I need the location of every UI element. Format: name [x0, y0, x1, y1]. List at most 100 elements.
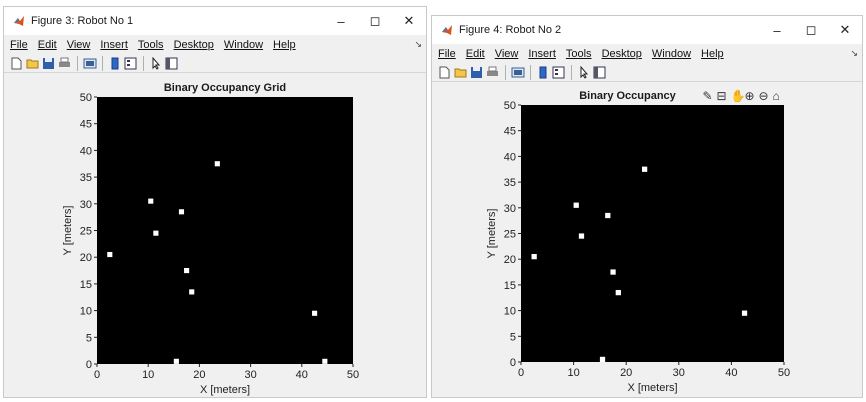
minimize-icon[interactable]: – — [773, 22, 781, 38]
link-plot-icon[interactable] — [82, 56, 97, 71]
maximize-icon[interactable]: ◻ — [369, 13, 381, 28]
x-axis-label: X [meters] — [627, 382, 677, 394]
x-tick-label: 10 — [142, 369, 154, 381]
title-bar[interactable]: Figure 4: Robot No 2 – ◻ ✕ — [432, 16, 862, 44]
menu-file[interactable]: File — [438, 47, 456, 60]
figure-4-plot[interactable]: 0 10 20 30 40 50 0 5 10 15 20 25 30 35 40 45 50 Binary Oc… — [432, 16, 863, 398]
occupied-cell — [615, 289, 621, 296]
new-figure-icon[interactable] — [437, 65, 452, 80]
occupied-cell — [322, 358, 328, 364]
menu-tools[interactable]: Tools — [137, 38, 164, 51]
y-tick-label: 5 — [86, 332, 92, 344]
open-file-icon[interactable] — [25, 56, 40, 71]
x-tick-label: 50 — [778, 367, 790, 379]
occupied-cell — [312, 310, 318, 316]
x-tick-label: 0 — [518, 367, 524, 379]
edit-plot-icon[interactable] — [148, 56, 163, 71]
occupied-cell — [610, 269, 616, 275]
occupied-cell — [531, 254, 537, 260]
x-tick-label: 0 — [94, 369, 100, 381]
brush-icon[interactable]: ✎ — [703, 89, 713, 103]
insert-legend-icon[interactable] — [123, 56, 138, 71]
menu-view[interactable]: View — [66, 38, 91, 51]
data-tips-icon[interactable]: ⊟ — [717, 89, 727, 103]
x-tick-label: 30 — [244, 369, 256, 381]
menu-tools[interactable]: Tools — [565, 47, 592, 60]
x-tick-label: 20 — [620, 367, 632, 379]
occupied-cell — [184, 267, 190, 274]
edit-plot-icon[interactable] — [576, 65, 591, 80]
plot-area[interactable] — [521, 105, 784, 362]
y-tick-label: 45 — [504, 126, 516, 138]
save-icon[interactable] — [41, 56, 56, 71]
menu-insert[interactable]: Insert — [528, 47, 556, 60]
close-icon[interactable]: ✕ — [403, 13, 415, 28]
y-tick-label: 10 — [504, 306, 516, 318]
dock-arrow-icon[interactable]: ↘ — [850, 48, 858, 58]
menu-edit[interactable]: Edit — [37, 38, 57, 51]
minimize-icon[interactable]: – — [337, 13, 345, 29]
matlab-logo-icon — [14, 16, 24, 26]
menu-window[interactable]: Window — [651, 47, 692, 60]
occupied-cell — [189, 289, 195, 295]
zoom-out-icon[interactable]: ⊖ — [759, 89, 769, 103]
y-tick-label: 30 — [504, 203, 516, 215]
y-tick-label: 35 — [504, 177, 516, 189]
y-tick-label: 35 — [80, 172, 92, 184]
figure-window-robot-1: Figure 3: Robot No 1 – ◻ ✕ File Edit Vie… — [3, 6, 427, 398]
insert-colorbar-icon[interactable] — [535, 65, 550, 80]
toolbar-separator — [143, 55, 144, 71]
title-bar[interactable]: Figure 3: Robot No 1 – ◻ ✕ — [4, 7, 426, 35]
occupied-cell — [605, 212, 611, 219]
print-icon[interactable] — [485, 65, 500, 80]
toolbar-separator — [530, 64, 531, 80]
y-tick-label: 15 — [80, 279, 92, 291]
menu-view[interactable]: View — [494, 47, 519, 60]
window-title: Figure 4: Robot No 2 — [459, 24, 562, 36]
toolbar-separator — [102, 55, 103, 71]
insert-legend-icon[interactable] — [551, 65, 566, 80]
y-tick-label: 45 — [80, 119, 92, 131]
window-title: Figure 3: Robot No 1 — [31, 15, 134, 27]
menu-insert[interactable]: Insert — [100, 38, 128, 51]
menu-help[interactable]: Help — [701, 47, 724, 60]
print-icon[interactable] — [57, 56, 72, 71]
y-tick-label: 0 — [86, 359, 92, 371]
menu-desktop[interactable]: Desktop — [601, 47, 642, 60]
restore-view-icon[interactable]: ⌂ — [773, 89, 780, 103]
menu-file[interactable]: File — [10, 38, 28, 51]
toolbar-separator — [505, 64, 506, 80]
y-tick-label: 50 — [504, 100, 516, 112]
menu-help[interactable]: Help — [273, 38, 296, 51]
plot-area[interactable] — [97, 97, 353, 364]
occupied-cell — [178, 209, 185, 215]
occupied-cell — [107, 251, 113, 258]
y-axis-label: Y [meters] — [62, 206, 74, 256]
occupied-cell — [741, 310, 748, 316]
property-inspector-icon[interactable] — [164, 56, 179, 71]
new-figure-icon[interactable] — [9, 56, 24, 71]
dock-arrow-icon[interactable]: ↘ — [414, 39, 422, 49]
property-inspector-icon[interactable] — [592, 65, 607, 80]
occupied-cell — [599, 356, 606, 363]
zoom-in-icon[interactable]: ⊕ — [745, 89, 755, 103]
menu-desktop[interactable]: Desktop — [173, 38, 214, 51]
occupied-cell — [573, 202, 579, 208]
menu-window[interactable]: Window — [223, 38, 264, 51]
close-icon[interactable]: ✕ — [839, 22, 851, 37]
link-plot-icon[interactable] — [510, 65, 525, 80]
menu-bar: File Edit View Insert Tools Desktop Wind… — [432, 44, 862, 63]
figure-window-robot-2: Figure 4: Robot No 2 – ◻ ✕ File Edit Vie… — [431, 15, 863, 398]
occupied-cell — [153, 230, 159, 236]
insert-colorbar-icon[interactable] — [107, 56, 122, 71]
open-file-icon[interactable] — [453, 65, 468, 80]
y-tick-label: 40 — [504, 151, 516, 163]
figure-3-plot[interactable]: 0 10 20 30 40 50 0 5 10 15 20 25 30 35 40 45 50 Binary Oc… — [4, 7, 427, 398]
occupied-cell — [641, 166, 648, 172]
menu-edit[interactable]: Edit — [465, 47, 485, 60]
maximize-icon[interactable]: ◻ — [805, 22, 817, 37]
occupied-cell — [173, 358, 179, 364]
pan-icon[interactable]: ✋ — [731, 89, 746, 103]
y-tick-label: 5 — [510, 331, 516, 343]
save-icon[interactable] — [469, 65, 484, 80]
